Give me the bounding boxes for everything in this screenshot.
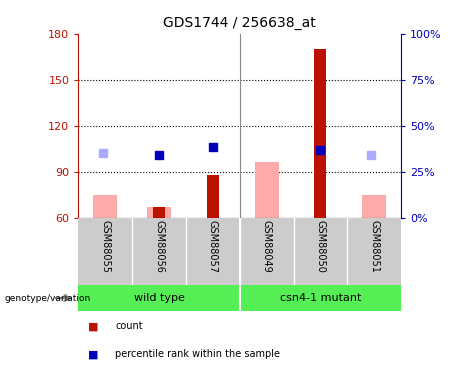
Title: GDS1744 / 256638_at: GDS1744 / 256638_at <box>163 16 316 30</box>
Text: GSM88049: GSM88049 <box>261 219 272 272</box>
Text: GSM88056: GSM88056 <box>154 219 164 272</box>
Bar <box>314 49 326 217</box>
Text: count: count <box>115 321 143 331</box>
Text: csn4-1 mutant: csn4-1 mutant <box>280 293 361 303</box>
Text: GSM88051: GSM88051 <box>369 219 379 272</box>
Bar <box>93 195 118 217</box>
Bar <box>147 207 171 218</box>
Text: genotype/variation: genotype/variation <box>5 294 91 303</box>
Bar <box>153 207 165 218</box>
Text: percentile rank within the sample: percentile rank within the sample <box>115 350 280 359</box>
Text: ■: ■ <box>88 321 98 331</box>
Text: ■: ■ <box>88 350 98 359</box>
Text: wild type: wild type <box>134 293 184 303</box>
Text: GSM88050: GSM88050 <box>315 219 325 272</box>
Text: GSM88055: GSM88055 <box>100 219 110 273</box>
Bar <box>254 162 279 218</box>
Bar <box>207 175 219 217</box>
Bar <box>362 195 386 217</box>
Text: GSM88057: GSM88057 <box>208 219 218 273</box>
